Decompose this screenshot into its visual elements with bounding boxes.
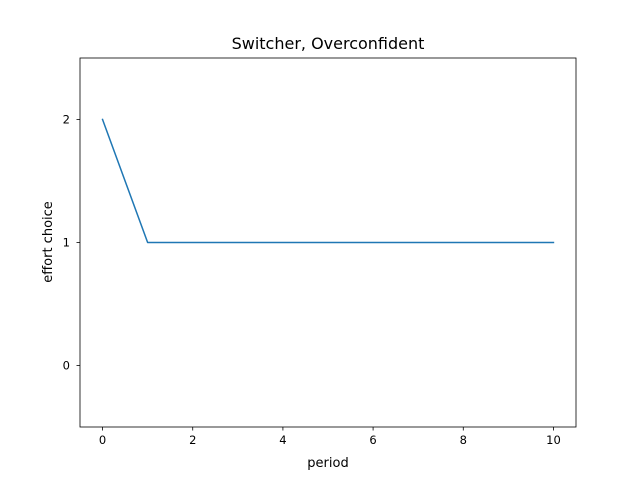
x-tick-label: 0: [99, 433, 106, 447]
y-tick-label: 1: [63, 236, 70, 250]
plot-area: 0 2 4 6 8 10 0 1 2: [63, 57, 577, 447]
x-tick-label: 4: [279, 433, 286, 447]
x-tick-label: 8: [460, 433, 467, 447]
y-tick-label: 2: [63, 113, 70, 127]
y-axis-label: effort choice: [41, 201, 56, 283]
chart-title: Switcher, Overconfident: [232, 34, 425, 53]
y-tick-label: 0: [63, 359, 70, 373]
series-line-0: [101, 118, 555, 244]
x-tick-label: 10: [546, 433, 561, 447]
x-axis-label: period: [307, 456, 348, 471]
x-tick-label: 2: [189, 433, 196, 447]
x-tick-label: 6: [369, 433, 376, 447]
